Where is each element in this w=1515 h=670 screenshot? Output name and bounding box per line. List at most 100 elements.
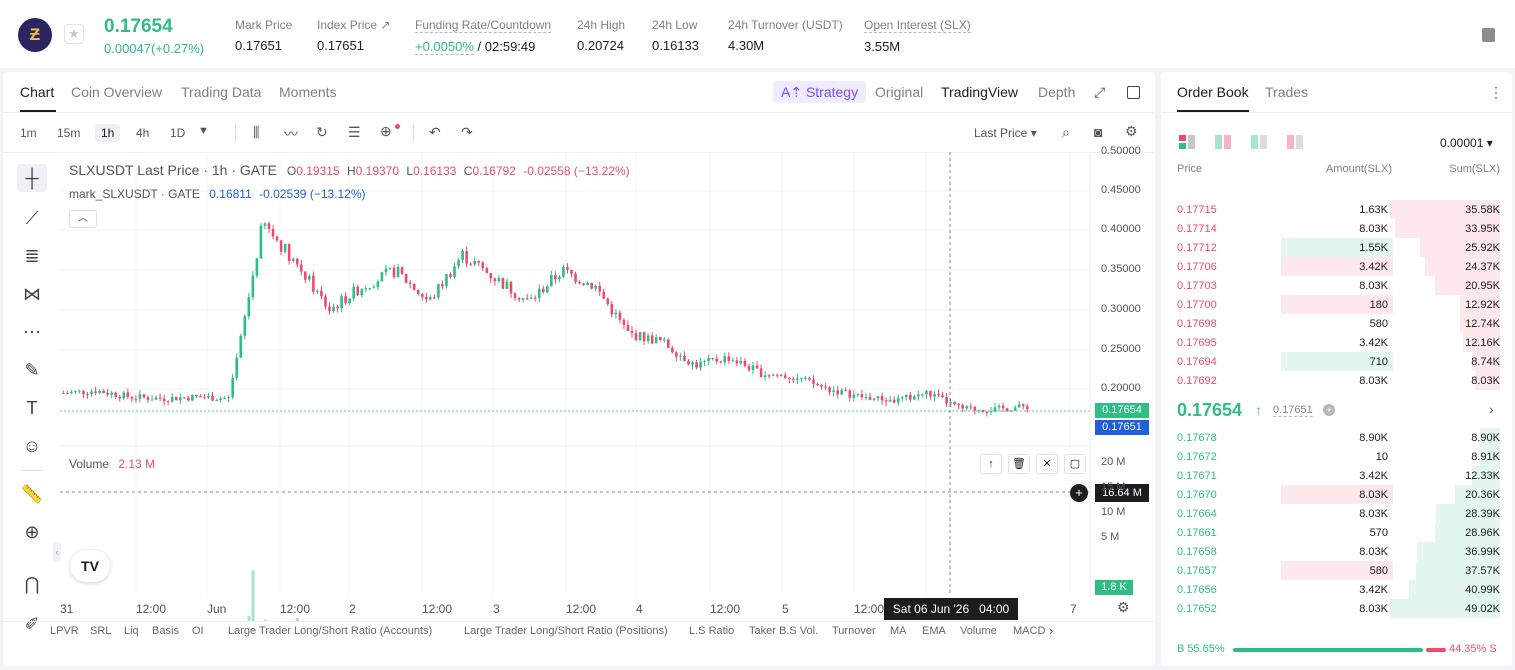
- maximize-pane-icon[interactable]: ▢: [1064, 454, 1086, 474]
- bid-row[interactable]: 0.17658 8.03K 36.99K: [1161, 542, 1512, 561]
- indicator-14[interactable]: MACD: [1013, 625, 1046, 637]
- chevron-right-icon[interactable]: ›: [1489, 401, 1494, 417]
- timeframe-1h[interactable]: 1h: [95, 124, 121, 142]
- indicator-4[interactable]: Basis: [152, 625, 179, 637]
- tab-trading-data[interactable]: Trading Data: [181, 84, 262, 100]
- replay-icon[interactable]: ↻: [316, 124, 328, 140]
- timeframe-1d[interactable]: 1D: [170, 126, 186, 140]
- indicator-6[interactable]: Large Trader Long/Short Ratio (Accounts): [228, 625, 433, 637]
- view-depth[interactable]: Depth: [1038, 84, 1076, 100]
- view-bids-asks-icon[interactable]: [1215, 135, 1231, 149]
- bid-row[interactable]: 0.17664 8.03K 28.39K: [1161, 504, 1512, 523]
- volume-legend-name: Volume: [69, 457, 110, 471]
- text-tool-icon[interactable]: T: [26, 398, 38, 418]
- indicator-2[interactable]: SRL: [90, 625, 112, 637]
- brush-tool-icon[interactable]: ✎: [24, 360, 40, 380]
- indicator-7[interactable]: Large Trader Long/Short Ratio (Positions…: [464, 625, 668, 637]
- templates-icon[interactable]: ☰: [348, 124, 361, 140]
- add-alert-icon[interactable]: ⊕: [380, 123, 392, 139]
- candle-type-icon[interactable]: ⫼: [253, 124, 260, 140]
- undo-icon[interactable]: ↶: [429, 124, 441, 140]
- view-both-icon[interactable]: [1179, 135, 1195, 149]
- more-options-icon[interactable]: ⋮: [1489, 84, 1503, 100]
- view-asks-icon[interactable]: [1287, 135, 1303, 149]
- indicator-3[interactable]: Liq: [124, 625, 139, 637]
- bid-row[interactable]: 0.17661 570 28.96K: [1161, 523, 1512, 542]
- tab-trades[interactable]: Trades: [1265, 84, 1309, 100]
- view-tradingview[interactable]: TradingView: [941, 84, 1019, 100]
- indicator-5[interactable]: OI: [192, 625, 204, 637]
- trendline-tool-icon[interactable]: ⟋: [25, 208, 39, 228]
- strategy-button[interactable]: A⇡ Strategy: [773, 81, 867, 103]
- tab-chart[interactable]: Chart: [20, 84, 55, 100]
- crosshair-tool-icon[interactable]: ┼: [17, 164, 47, 192]
- indicator-12[interactable]: EMA: [922, 625, 946, 637]
- axis-settings-gear-icon[interactable]: ⚙: [1117, 599, 1130, 615]
- tab-order-book[interactable]: Order Book: [1177, 84, 1249, 100]
- stat-index-price[interactable]: Index Price ↗ 0.17651: [317, 18, 390, 53]
- measure-tool-icon[interactable]: 📏: [20, 484, 44, 504]
- favorite-star-icon[interactable]: ★: [64, 24, 84, 44]
- collapse-toolbar-icon[interactable]: ‹: [53, 542, 61, 562]
- ask-row[interactable]: 0.17715 1.63K 35.58K: [1161, 200, 1512, 219]
- ask-row[interactable]: 0.17706 3.42K 24.37K: [1161, 257, 1512, 276]
- price-chart[interactable]: [60, 152, 1155, 622]
- ask-row[interactable]: 0.17703 8.03K 20.95K: [1161, 276, 1512, 295]
- fib-tool-icon[interactable]: ≣: [24, 246, 40, 266]
- bid-row[interactable]: 0.17678 8.90K 8.90K: [1161, 428, 1512, 447]
- indicators-icon[interactable]: 〰: [284, 126, 298, 142]
- indicator-13[interactable]: Volume: [960, 625, 997, 637]
- window-toggle-icon[interactable]: [1127, 86, 1140, 99]
- indicator-1[interactable]: LPVR: [50, 625, 79, 637]
- bid-row[interactable]: 0.17656 3.42K 40.99K: [1161, 580, 1512, 599]
- bid-row[interactable]: 0.17652 8.03K 49.02K: [1161, 599, 1512, 618]
- camera-icon[interactable]: ◙: [1094, 124, 1103, 140]
- pattern-tool-icon[interactable]: ⋈: [23, 284, 41, 304]
- collapse-legend-icon[interactable]: ︿: [69, 210, 97, 228]
- price-source-select[interactable]: Last Price ▾: [974, 126, 1037, 140]
- precision-select[interactable]: 0.00001 ▾: [1440, 136, 1493, 150]
- timeframe-4h[interactable]: 4h: [136, 126, 150, 140]
- bid-row[interactable]: 0.17670 8.03K 20.36K: [1161, 485, 1512, 504]
- timeframe-15m[interactable]: 15m: [57, 126, 81, 140]
- bid-row[interactable]: 0.17671 3.42K 12.33K: [1161, 466, 1512, 485]
- indicator-10[interactable]: Turnover: [832, 625, 876, 637]
- edit-lock-tool-icon[interactable]: ✐: [24, 614, 40, 634]
- emoji-tool-icon[interactable]: ☺: [22, 436, 42, 456]
- indicator-scroll-right-icon[interactable]: ›: [1049, 623, 1054, 638]
- add-plus-icon[interactable]: +: [1070, 484, 1088, 502]
- zoom-in-tool-icon[interactable]: ⊕: [24, 522, 40, 542]
- view-bids-icon[interactable]: [1251, 135, 1267, 149]
- tab-moments[interactable]: Moments: [279, 84, 337, 100]
- fullscreen-icon[interactable]: ⤢: [1094, 84, 1106, 100]
- candle-body: [408, 282, 412, 284]
- timeframe-dropdown-icon[interactable]: ▼: [198, 125, 209, 137]
- search-icon[interactable]: ⌕: [1062, 124, 1070, 140]
- ask-row[interactable]: 0.17700 180 12.92K: [1161, 295, 1512, 314]
- tradingview-logo-icon[interactable]: TV: [70, 550, 110, 582]
- ask-row[interactable]: 0.17695 3.42K 12.16K: [1161, 333, 1512, 352]
- ask-row[interactable]: 0.17692 8.03K 8.03K: [1161, 371, 1512, 390]
- settings-gear-icon[interactable]: ⚙: [1125, 123, 1138, 139]
- view-original[interactable]: Original: [875, 84, 924, 100]
- redo-icon[interactable]: ↷: [461, 124, 473, 140]
- indicator-8[interactable]: L.S Ratio: [689, 625, 735, 637]
- delete-pane-icon[interactable]: 🗑: [1008, 454, 1030, 474]
- candle-body: [473, 261, 476, 265]
- move-pane-up-icon[interactable]: ↑: [980, 454, 1002, 474]
- ask-row[interactable]: 0.17694 710 8.74K: [1161, 352, 1512, 371]
- collapse-pane-icon[interactable]: ✕: [1036, 454, 1058, 474]
- indicator-9[interactable]: Taker B.S Vol.: [749, 625, 819, 637]
- candle-body: [949, 402, 952, 404]
- bid-row[interactable]: 0.17657 580 37.57K: [1161, 561, 1512, 580]
- magnet-tool-icon[interactable]: ⋂: [24, 574, 40, 594]
- timeframe-1m[interactable]: 1m: [20, 126, 37, 140]
- ask-row[interactable]: 0.17698 580 12.74K: [1161, 314, 1512, 333]
- indicator-11[interactable]: MA: [890, 625, 907, 637]
- bid-row[interactable]: 0.17672 10 8.91K: [1161, 447, 1512, 466]
- ask-row[interactable]: 0.17714 8.03K 33.95K: [1161, 219, 1512, 238]
- tab-coin-overview[interactable]: Coin Overview: [71, 84, 163, 100]
- rules-book-icon[interactable]: [1482, 28, 1495, 42]
- forecast-tool-icon[interactable]: ⋯: [23, 322, 41, 342]
- ask-row[interactable]: 0.17712 1.55K 25.92K: [1161, 238, 1512, 257]
